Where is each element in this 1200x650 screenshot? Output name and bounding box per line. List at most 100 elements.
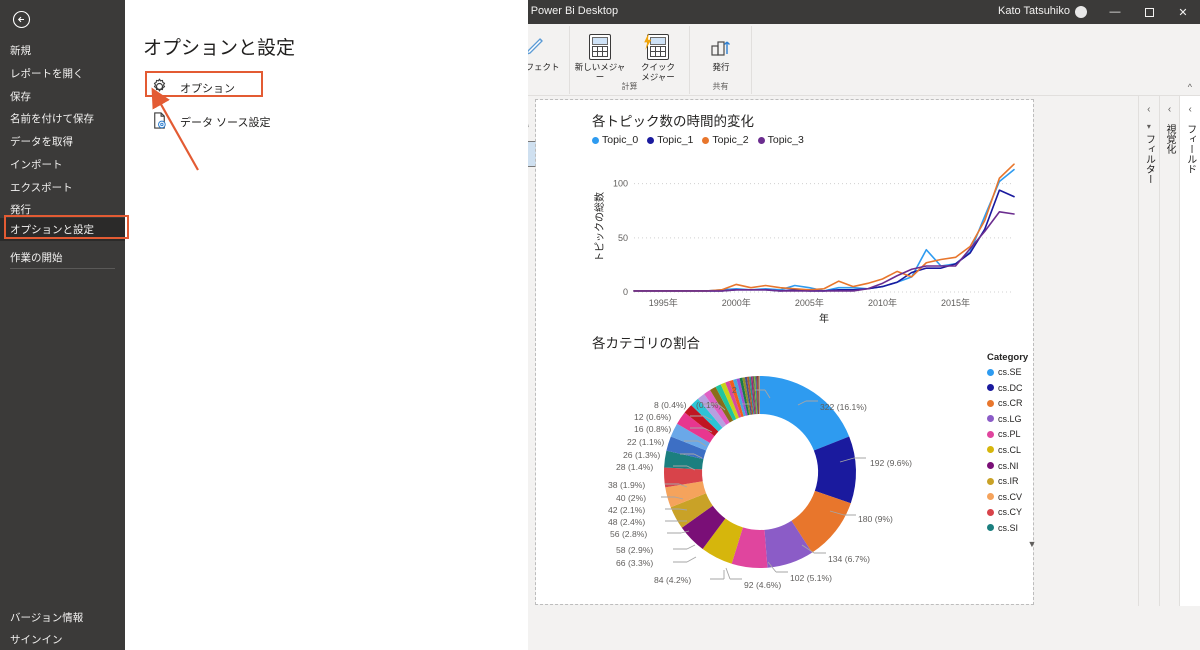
donut-slice[interactable]	[736, 378, 748, 416]
donut-slice[interactable]	[731, 527, 768, 568]
backstage-nav-item[interactable]: 保存	[0, 85, 125, 108]
donut-slice[interactable]	[681, 505, 726, 549]
side-panes: ‹ ▾ フィルター ‹ 視覚化 ‹ フィールド	[1138, 96, 1200, 606]
legend-item[interactable]: cs.LG	[987, 414, 1077, 424]
legend-item[interactable]: Topic_0	[592, 134, 638, 146]
line-chart-legend[interactable]: Topic_0 Topic_1 Topic_2 Topic_3	[592, 134, 1022, 146]
legend-item[interactable]: cs.NI	[987, 461, 1077, 471]
backstage-nav-item[interactable]: データを取得	[0, 130, 125, 153]
donut-slice[interactable]	[665, 481, 707, 508]
filters-pane[interactable]: ‹ ▾ フィルター	[1138, 96, 1159, 606]
donut-slice[interactable]	[670, 493, 713, 528]
divider	[10, 268, 115, 269]
donut-slice[interactable]	[791, 490, 851, 553]
legend-item[interactable]: cs.SE	[987, 367, 1077, 377]
legend-item[interactable]: cs.CL	[987, 445, 1077, 455]
donut-slice[interactable]	[752, 376, 757, 415]
ribbon-item-new-measure[interactable]: 新しいメジャー	[572, 30, 628, 83]
svg-text:2000年: 2000年	[722, 297, 751, 308]
visualizations-pane[interactable]: ‹ 視覚化	[1158, 96, 1180, 606]
donut-slice[interactable]	[739, 377, 750, 416]
donut-data-label: 16 (0.8%)	[634, 424, 672, 434]
legend-scroll-down-icon[interactable]: ▼	[1027, 538, 1037, 549]
legend-swatch	[987, 430, 994, 438]
legend-item[interactable]: cs.PL	[987, 429, 1077, 439]
version-info-item[interactable]: バージョン情報	[10, 612, 84, 624]
donut-slice[interactable]	[725, 381, 742, 418]
fields-pane[interactable]: ‹ フィールド	[1179, 96, 1200, 606]
legend-swatch	[987, 384, 994, 392]
backstage-nav-item[interactable]: オプションと設定	[0, 218, 125, 241]
line-chart-title: 各トピック数の時間的変化	[592, 114, 754, 129]
backstage-nav-item-label: インポート	[10, 159, 63, 171]
donut-slice[interactable]	[666, 436, 707, 460]
donut-data-label: 102 (5.1%)	[790, 573, 833, 583]
avatar[interactable]	[1075, 6, 1087, 18]
backstage-nav-item[interactable]: エクスポート	[0, 176, 125, 199]
donut-slice[interactable]	[742, 377, 751, 415]
ribbon-item-publish[interactable]: 発行	[693, 30, 749, 73]
line-chart-visual[interactable]: 各トピック数の時間的変化 Topic_0 Topic_1 Topic_2 Top…	[592, 110, 1022, 325]
chevron-left-icon[interactable]: ‹	[1188, 104, 1192, 115]
donut-slice[interactable]	[729, 379, 744, 418]
donut-slice[interactable]	[697, 393, 727, 428]
donut-slice[interactable]	[760, 376, 850, 451]
donut-chart-visual[interactable]: 各カテゴリの割合 322 (16.1%) 192 (9.6%) 180 (9%) 13…	[592, 332, 1036, 597]
legend-item[interactable]: Topic_1	[647, 134, 693, 146]
legend-label: Topic_1	[657, 134, 694, 146]
legend-swatch	[592, 136, 599, 144]
quick-measure-icon	[644, 33, 671, 60]
close-icon[interactable]: ✕	[1178, 6, 1188, 19]
backstage-nav-item-label: レポートを開く	[10, 68, 84, 80]
donut-slice[interactable]	[733, 378, 746, 417]
back-arrow-icon[interactable]	[10, 8, 32, 30]
donut-slice[interactable]	[715, 384, 737, 421]
donut-slice[interactable]	[744, 376, 753, 415]
collapse-ribbon-icon[interactable]: ^	[1187, 82, 1192, 92]
data-source-icon	[150, 111, 169, 133]
backstage-nav-item[interactable]: レポートを開く	[0, 62, 125, 85]
backstage-nav-item[interactable]: 名前を付けて保存	[0, 107, 125, 130]
legend-item[interactable]: Topic_2	[702, 134, 749, 146]
legend-item[interactable]: cs.CR	[987, 398, 1077, 408]
ribbon-item-quick-measure[interactable]: クイック メジャー	[630, 30, 686, 83]
legend-swatch	[987, 415, 994, 423]
legend-item[interactable]: Topic_3	[757, 134, 804, 146]
donut-slice[interactable]	[664, 450, 704, 470]
ribbon-group-label: 計算	[621, 82, 638, 91]
backstage-nav-item[interactable]: 新規	[0, 39, 125, 62]
donut-slice[interactable]	[720, 382, 740, 420]
chevron-left-icon[interactable]: ‹	[1167, 104, 1172, 115]
maximize-icon[interactable]	[1132, 0, 1166, 24]
minimize-icon[interactable]: —	[1109, 6, 1121, 18]
donut-data-label: 58 (2.9%)	[616, 545, 654, 555]
donut-slice[interactable]	[691, 398, 723, 432]
backstage-menu: quantumstreamingmethodcheckcomponentbuil…	[0, 0, 528, 650]
legend-label: cs.IR	[998, 476, 1019, 487]
backstage-nav-item[interactable]: 作業の開始	[0, 246, 125, 269]
legend-item[interactable]: cs.CY	[987, 507, 1077, 517]
donut-slice[interactable]	[750, 376, 756, 415]
donut-data-label: 180 (9%)	[858, 514, 893, 524]
legend-swatch	[647, 136, 655, 144]
sign-in-item[interactable]: サインイン	[10, 634, 63, 646]
data-source-settings-entry[interactable]: データ ソース設定	[150, 111, 271, 133]
signed-in-user-name[interactable]: Kato Tatsuhiko	[998, 5, 1070, 17]
legend-item[interactable]: cs.SI	[987, 523, 1077, 533]
backstage-nav-item[interactable]: 発行	[0, 198, 125, 221]
chevron-left-icon[interactable]: ‹	[1147, 104, 1151, 115]
legend-item[interactable]: cs.CV	[987, 492, 1077, 502]
backstage-nav-item[interactable]: インポート	[0, 153, 125, 176]
legend-item[interactable]: cs.IR	[987, 476, 1077, 486]
backstage-nav: 新規レポートを開く保存 名前を付けて保存 データを取得インポートエクスポート 発行 オプ…	[0, 0, 125, 650]
donut-chart-legend[interactable]: Category cs.SE cs.DC cs.CR cs.LG cs.PL cs.CL c…	[987, 352, 1077, 549]
donut-slice[interactable]	[813, 436, 856, 504]
donut-slice[interactable]	[749, 376, 755, 415]
report-page[interactable]: 各トピック数の時間的変化 Topic_0 Topic_1 Topic_2 Top…	[535, 99, 1036, 605]
donut-slice[interactable]	[746, 376, 754, 415]
legend-item[interactable]: cs.DC	[987, 383, 1077, 393]
ribbon-item-label: 発行	[712, 62, 730, 72]
donut-slice[interactable]	[702, 518, 743, 564]
donut-slice[interactable]	[764, 520, 813, 568]
donut-slice[interactable]	[664, 467, 703, 488]
